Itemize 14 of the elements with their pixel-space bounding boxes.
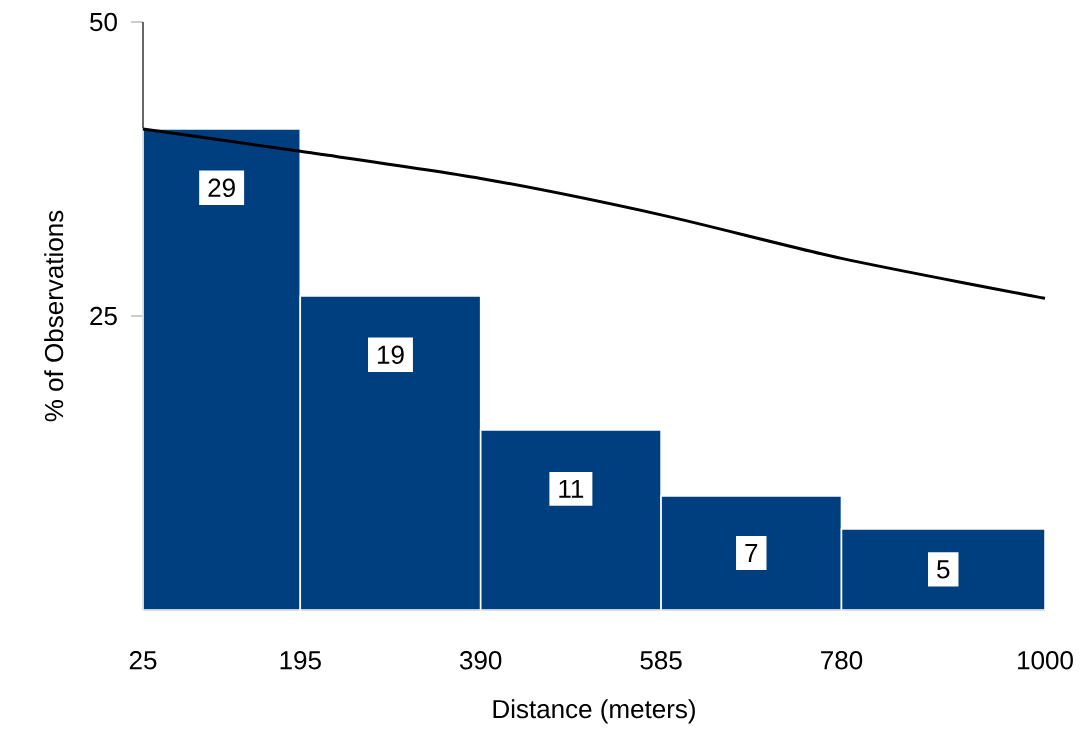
- annotation: 5: [937, 560, 950, 579]
- x-tick-label: 195: [280, 651, 321, 670]
- annotation: 19: [377, 345, 404, 364]
- x-tick-label: 25: [129, 651, 157, 670]
- y-axis-title: % of Observations: [44, 210, 64, 422]
- annotation: 29: [208, 178, 235, 198]
- annotation: 7: [745, 544, 758, 562]
- annotation: 11: [559, 479, 584, 498]
- y-tick-label: 50: [90, 12, 117, 32]
- x-tick-label: 1000: [1018, 651, 1073, 670]
- x-tick-label: 390: [459, 651, 502, 670]
- x-tick-label: 780: [821, 651, 863, 670]
- x-tick-label: 585: [640, 651, 682, 670]
- x-axis-title: Distance (meters): [493, 699, 695, 724]
